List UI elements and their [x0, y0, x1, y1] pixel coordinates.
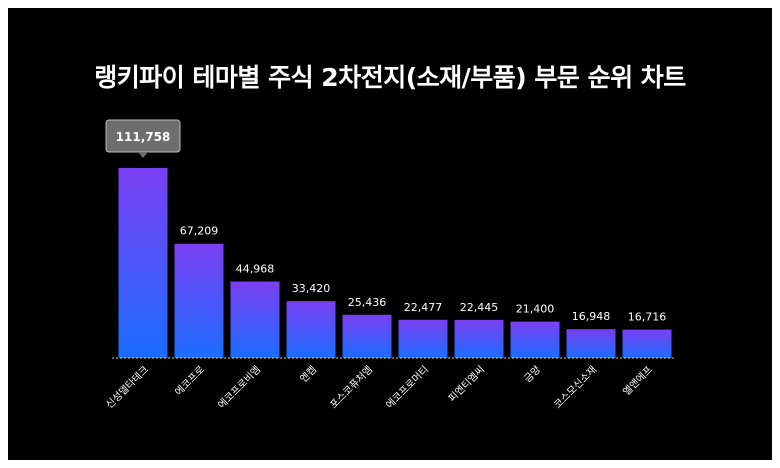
category-label: 금양	[522, 364, 544, 386]
tooltip-arrow	[138, 152, 148, 158]
category-label: 신성델타테크	[104, 364, 152, 412]
chart-frame: 랭키파이 테마별 주식 2차전지(소재/부품) 부문 순위 차트 신성델타테크 6…	[8, 8, 772, 460]
tooltip-value: 111,758	[116, 130, 171, 144]
value-label: 21,400	[516, 303, 555, 316]
category-label: 포스코퓨처엠	[328, 364, 376, 412]
bar-4[interactable]	[286, 301, 336, 358]
bar-2[interactable]	[174, 243, 224, 358]
bar-6[interactable]	[398, 319, 448, 358]
chart-title: 랭키파이 테마별 주식 2차전지(소재/부품) 부문 순위 차트	[94, 63, 686, 92]
value-label: 33,420	[292, 282, 331, 295]
value-label: 25,436	[348, 296, 387, 309]
bar-chart: 신성델타테크 67,209 에코프로 44,968 에코프로비엠 33,420 엔켐 25,4…	[104, 119, 676, 412]
bar-8[interactable]	[510, 321, 560, 358]
bar-1[interactable]	[118, 168, 168, 358]
bars-group	[118, 168, 672, 358]
value-label: 16,716	[628, 311, 667, 324]
bar-5[interactable]	[342, 314, 392, 358]
category-label: 에코프로	[173, 364, 208, 399]
category-label: 에코프로비엠	[216, 364, 264, 412]
value-label: 44,968	[236, 263, 275, 276]
category-label: 에코프로머티	[384, 364, 432, 412]
bar-9[interactable]	[566, 329, 616, 358]
category-label: 엘앤에프	[620, 363, 655, 398]
highlight-tooltip: 111,758	[105, 119, 181, 158]
value-label: 67,209	[180, 225, 219, 238]
category-label: 피엔티엠씨	[446, 364, 487, 405]
bar-3[interactable]	[230, 281, 280, 358]
value-label: 22,477	[404, 301, 443, 314]
value-label: 22,445	[460, 301, 499, 314]
category-label: 코스모신소재	[552, 364, 600, 412]
category-label: 엔켐	[298, 364, 320, 386]
value-label: 16,948	[572, 310, 611, 323]
bar-7[interactable]	[454, 319, 504, 358]
bar-10[interactable]	[622, 329, 672, 358]
